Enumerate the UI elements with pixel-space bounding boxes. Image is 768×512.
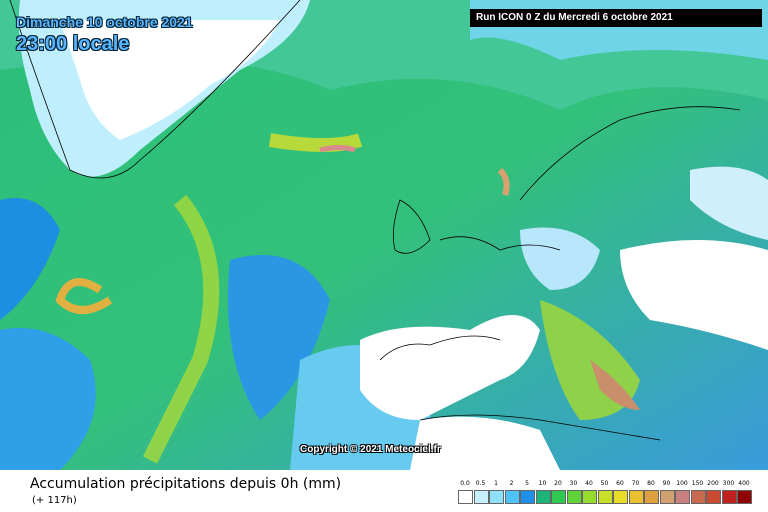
legend-label: 200: [707, 480, 719, 487]
legend-label: 50: [600, 480, 609, 487]
legend-swatch: [659, 490, 675, 504]
legend-swatch: [489, 490, 504, 504]
legend-swatch: [551, 490, 566, 504]
legend-swatch: [535, 490, 551, 504]
caption: Accumulation précipitations depuis 0h (m…: [30, 476, 342, 492]
legend-label: 100: [676, 480, 688, 487]
date: Dimanche 10 octobre 2021: [16, 14, 193, 30]
legend-swatch: [566, 490, 582, 504]
run-info: Run ICON 0 Z du Mercredi 6 octobre 2021: [470, 9, 762, 27]
legend-swatch: [520, 490, 535, 504]
legend-swatch: [675, 490, 690, 504]
legend-swatch: [721, 490, 737, 504]
legend-label: 400: [738, 480, 750, 487]
local-time: 23:00 locale: [16, 33, 130, 55]
legend-swatch: [613, 490, 628, 504]
legend-swatch: [737, 490, 752, 504]
legend-label: 2: [509, 480, 514, 487]
legend-label: 0.5: [475, 480, 486, 487]
legend-label: 20: [554, 480, 562, 487]
legend-label: 5: [525, 480, 529, 487]
legend-swatch: [582, 490, 597, 504]
legend-label: 60: [616, 480, 624, 487]
footer: Accumulation précipitations depuis 0h (m…: [0, 470, 768, 512]
legend-label: 1: [494, 480, 498, 487]
copyright: Copyright © 2021 Meteociel.fr: [300, 444, 441, 455]
legend-label: 150: [691, 480, 704, 487]
precip-map: [0, 0, 768, 470]
legend-swatch: [690, 490, 706, 504]
legend-label: 0.0: [460, 480, 470, 487]
legend-swatch: [644, 490, 659, 504]
legend-swatch: [628, 490, 644, 504]
legend-label: 90: [662, 480, 671, 487]
legend-label: 40: [585, 480, 593, 487]
legend: 0.0 0.5 1 2 5 10 20 30 40 50 60 70 80 90 100 150 200 300 4…: [458, 480, 758, 510]
legend-swatch: [504, 490, 520, 504]
legend-swatch: [706, 490, 721, 504]
legend-label: 30: [569, 480, 578, 487]
legend-swatch: [458, 490, 473, 504]
lead-time: (+ 117h): [32, 495, 77, 506]
legend-label: 10: [538, 480, 547, 487]
legend-label: 80: [647, 480, 655, 487]
legend-swatch: [473, 490, 489, 504]
legend-label: 300: [722, 480, 735, 487]
legend-swatch: [597, 490, 613, 504]
legend-label: 70: [631, 480, 640, 487]
